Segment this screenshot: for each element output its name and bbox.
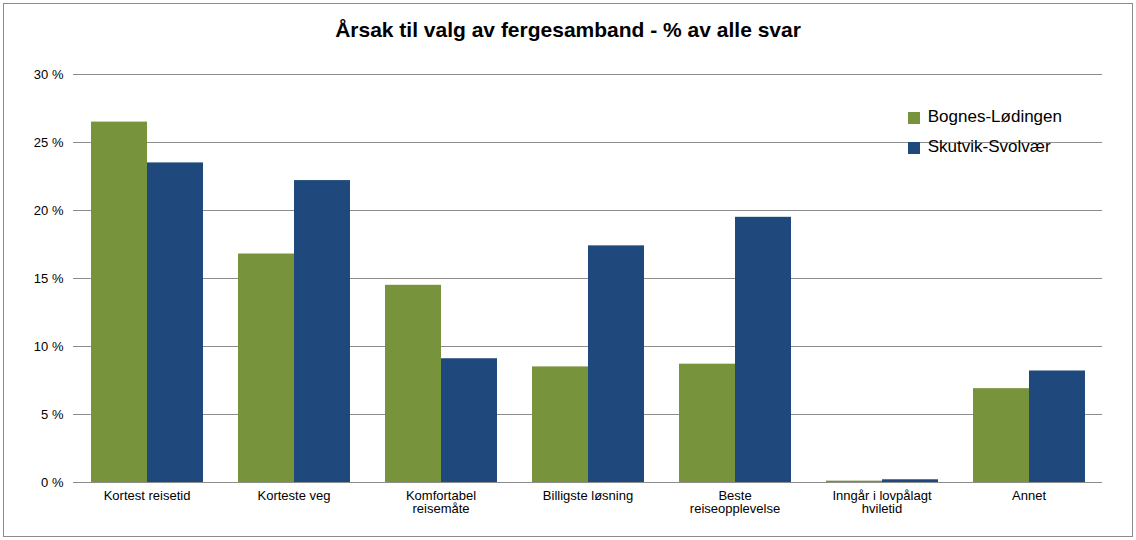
svg-text:Kortest reisetid: Kortest reisetid bbox=[104, 488, 191, 503]
svg-text:0 %: 0 % bbox=[41, 475, 64, 490]
svg-text:20 %: 20 % bbox=[34, 203, 64, 218]
svg-text:Bestereiseopplevelse: Bestereiseopplevelse bbox=[690, 488, 780, 516]
html-text:Årsak til valg av fergesamband: Årsak til valg av fergesamband - % av al… bbox=[335, 18, 801, 41]
svg-text:5 %: 5 % bbox=[41, 407, 64, 422]
html-text:Bognes-Lødingen: Bognes-Lødingen bbox=[927, 107, 1062, 126]
svg-text:Billigste løsning: Billigste løsning bbox=[543, 488, 633, 503]
svg-text:30 %: 30 % bbox=[34, 67, 64, 82]
svg-text:Korteste veg: Korteste veg bbox=[258, 488, 331, 503]
svg-text:25 %: 25 % bbox=[34, 135, 64, 150]
html-text:Skutvik-Svolvær: Skutvik-Svolvær bbox=[927, 137, 1051, 156]
svg-text:Inngår i lovpålagthviletid: Inngår i lovpålagthviletid bbox=[832, 488, 931, 516]
svg-text:15 %: 15 % bbox=[34, 271, 64, 286]
svg-text:Komfortabelreisemåte: Komfortabelreisemåte bbox=[406, 488, 476, 516]
svg-text:10 %: 10 % bbox=[34, 339, 64, 354]
svg-text:Annet: Annet bbox=[1012, 488, 1046, 503]
